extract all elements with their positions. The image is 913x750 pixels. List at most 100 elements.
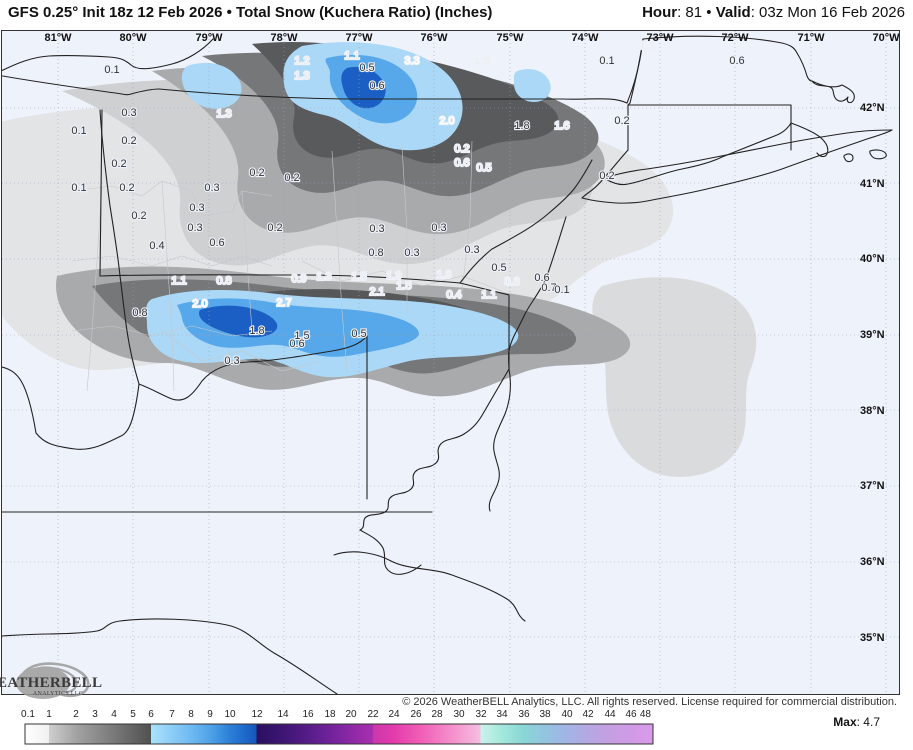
svg-text:48: 48 <box>640 709 652 720</box>
svg-text:0.5: 0.5 <box>476 162 491 174</box>
svg-text:0.1: 0.1 <box>71 182 86 194</box>
svg-text:0.2: 0.2 <box>249 167 264 179</box>
svg-text:0.9: 0.9 <box>291 273 306 285</box>
svg-text:40°N: 40°N <box>860 253 885 265</box>
svg-text:20: 20 <box>345 709 357 720</box>
svg-text:0.3: 0.3 <box>204 182 219 194</box>
svg-text:0.8: 0.8 <box>368 247 383 259</box>
svg-text:0.3: 0.3 <box>187 222 202 234</box>
svg-text:1.3: 1.3 <box>216 108 231 120</box>
svg-text:76°W: 76°W <box>420 32 448 44</box>
svg-text:16: 16 <box>302 709 314 720</box>
svg-text:14: 14 <box>277 709 289 720</box>
svg-text:1.2: 1.2 <box>294 55 309 67</box>
svg-text:42: 42 <box>582 709 594 720</box>
svg-text:0.2: 0.2 <box>131 210 146 222</box>
svg-text:0.8: 0.8 <box>132 307 147 319</box>
svg-text:77°W: 77°W <box>345 32 373 44</box>
svg-text:74°W: 74°W <box>571 32 599 44</box>
svg-text:80°W: 80°W <box>119 32 147 44</box>
svg-text:78°W: 78°W <box>270 32 298 44</box>
svg-text:1.1: 1.1 <box>171 275 186 287</box>
svg-text:40: 40 <box>561 709 573 720</box>
svg-text:4: 4 <box>111 709 117 720</box>
svg-text:0.2: 0.2 <box>121 135 136 147</box>
svg-text:0.6: 0.6 <box>729 55 744 67</box>
svg-text:3: 3 <box>92 709 98 720</box>
svg-text:0.2: 0.2 <box>614 115 629 127</box>
svg-text:22: 22 <box>367 709 379 720</box>
svg-text:1.6: 1.6 <box>554 120 569 132</box>
svg-text:73°W: 73°W <box>646 32 674 44</box>
svg-text:41°N: 41°N <box>860 178 885 190</box>
svg-text:ANALYTICS LLC: ANALYTICS LLC <box>33 691 83 697</box>
svg-text:3.3: 3.3 <box>404 55 419 67</box>
svg-text:9: 9 <box>207 709 213 720</box>
svg-text:0.1: 0.1 <box>554 284 569 296</box>
svg-text:2.0: 2.0 <box>439 115 454 127</box>
svg-text:1.8: 1.8 <box>249 325 264 337</box>
svg-text:75°W: 75°W <box>496 32 524 44</box>
svg-text:0.6: 0.6 <box>369 80 384 92</box>
svg-text:81°W: 81°W <box>44 32 72 44</box>
svg-text:2.0: 2.0 <box>192 298 207 310</box>
svg-text:0.3: 0.3 <box>464 244 479 256</box>
svg-text:24: 24 <box>388 709 400 720</box>
svg-text:1.3: 1.3 <box>316 271 331 283</box>
svg-text:1.8: 1.8 <box>514 120 529 132</box>
svg-text:37°N: 37°N <box>860 480 885 492</box>
svg-text:39°N: 39°N <box>860 329 885 341</box>
svg-text:0.3: 0.3 <box>224 355 239 367</box>
svg-text:8: 8 <box>188 709 194 720</box>
svg-text:0.3: 0.3 <box>189 202 204 214</box>
svg-text:6: 6 <box>148 709 154 720</box>
svg-text:1.5: 1.5 <box>396 280 411 292</box>
svg-text:0.5: 0.5 <box>359 62 374 74</box>
svg-text:0.2: 0.2 <box>267 222 282 234</box>
svg-text:7: 7 <box>169 709 175 720</box>
svg-text:0.3: 0.3 <box>121 107 136 119</box>
svg-text:0.1: 0.1 <box>21 709 35 720</box>
svg-text:38: 38 <box>539 709 551 720</box>
svg-text:2.1: 2.1 <box>369 286 384 298</box>
svg-text:10: 10 <box>224 709 236 720</box>
svg-text:0.2: 0.2 <box>454 143 469 155</box>
svg-text:0.6: 0.6 <box>209 237 224 249</box>
svg-text:79°W: 79°W <box>195 32 223 44</box>
svg-text:46: 46 <box>625 709 637 720</box>
svg-text:42°N: 42°N <box>860 102 885 114</box>
svg-text:0.3: 0.3 <box>369 223 384 235</box>
svg-text:44: 44 <box>604 709 616 720</box>
svg-text:26: 26 <box>410 709 422 720</box>
svg-text:5: 5 <box>130 709 136 720</box>
svg-text:Max: 4.7: Max: 4.7 <box>833 715 880 729</box>
svg-text:0.4: 0.4 <box>149 240 164 252</box>
svg-text:71°W: 71°W <box>797 32 825 44</box>
svg-text:1.3: 1.3 <box>294 70 309 82</box>
svg-text:72°W: 72°W <box>721 32 749 44</box>
svg-text:35°N: 35°N <box>860 632 885 644</box>
svg-text:12: 12 <box>251 709 263 720</box>
svg-text:36: 36 <box>518 709 530 720</box>
svg-text:28: 28 <box>431 709 443 720</box>
svg-text:0.6: 0.6 <box>289 338 304 350</box>
svg-text:0.2: 0.2 <box>111 158 126 170</box>
svg-text:30: 30 <box>453 709 465 720</box>
svg-text:0.1: 0.1 <box>71 125 86 137</box>
svg-text:0.3: 0.3 <box>404 247 419 259</box>
svg-text:0.4: 0.4 <box>446 289 461 301</box>
svg-text:2: 2 <box>73 709 79 720</box>
svg-text:0.3: 0.3 <box>431 222 446 234</box>
svg-text:1.5: 1.5 <box>351 271 366 283</box>
svg-text:2.7: 2.7 <box>276 297 291 309</box>
svg-text:1.5: 1.5 <box>474 55 489 67</box>
svg-text:0.2: 0.2 <box>599 170 614 182</box>
svg-text:0.1: 0.1 <box>104 64 119 76</box>
svg-text:0.5: 0.5 <box>351 328 366 340</box>
svg-text:38°N: 38°N <box>860 405 885 417</box>
svg-text:0.2: 0.2 <box>284 172 299 184</box>
svg-text:0.2: 0.2 <box>119 182 134 194</box>
svg-text:WEATHERBELL: WEATHERBELL <box>0 675 102 691</box>
svg-text:32: 32 <box>475 709 487 720</box>
svg-text:18: 18 <box>324 709 336 720</box>
